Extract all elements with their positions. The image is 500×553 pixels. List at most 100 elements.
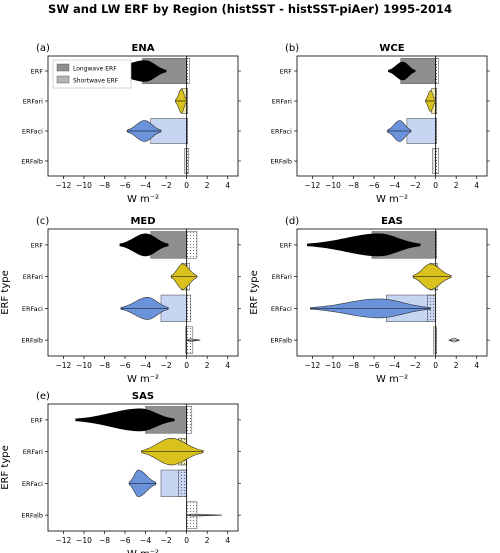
x-tick-label: −12 — [304, 361, 320, 370]
y-tick-label: ERF — [31, 68, 44, 76]
x-tick-label: −6 — [119, 536, 130, 545]
y-tick-label: ERFaci — [22, 305, 43, 313]
legend-swatch-shortwave — [56, 75, 70, 84]
y-tick-label: ERFalb — [21, 512, 43, 520]
x-tick-label: 4 — [225, 181, 230, 190]
shortwave-bar-erfalb — [432, 148, 436, 174]
shortwave-bar-erfaci — [406, 118, 436, 144]
y-tick-label: ERFari — [272, 273, 292, 281]
x-axis-label: W m⁻² — [376, 374, 408, 385]
y-tick-label: ERFalb — [270, 337, 292, 345]
x-tick-label: 2 — [454, 361, 459, 370]
x-tick-label: −6 — [119, 361, 130, 370]
panel-label: (a) — [36, 43, 50, 54]
x-tick-label: 4 — [474, 361, 479, 370]
legend-label-shortwave: Shortwave ERF — [73, 78, 119, 85]
y-tick-label: ERFari — [23, 448, 43, 456]
longwave-bar-erfalb — [435, 148, 439, 174]
longwave-bar-erf — [186, 231, 198, 259]
x-tick-label: −2 — [161, 536, 172, 545]
y-axis-label: ERF type — [0, 445, 11, 490]
legend-label-longwave: Longwave ERF — [73, 66, 117, 73]
x-tick-label: 2 — [205, 181, 210, 190]
y-tick-label: ERFari — [23, 273, 43, 281]
y-tick-label: ERF — [31, 241, 44, 249]
x-tick-label: −12 — [55, 361, 71, 370]
x-tick-label: 2 — [454, 181, 459, 190]
panel-title: EAS — [381, 216, 403, 227]
panel-sas: −12 −10 −8 −6 −4 −2 0 2 4 ERF ERFari ERFaci ERFalb (e… — [0, 391, 241, 553]
x-tick-label: −12 — [304, 181, 320, 190]
y-axis-label: ERF type — [0, 270, 11, 315]
y-tick-label: ERFaci — [22, 128, 43, 136]
x-tick-label: −8 — [99, 181, 110, 190]
x-tick-label: 2 — [205, 536, 210, 545]
axes-frame — [47, 403, 239, 532]
x-tick-label: −8 — [99, 536, 110, 545]
panel-label: (e) — [36, 391, 50, 402]
x-tick-label: −4 — [389, 361, 400, 370]
x-tick-label: 0 — [184, 536, 189, 545]
y-tick-label: ERFari — [272, 98, 292, 106]
x-axis-label: W m⁻² — [376, 194, 408, 205]
x-axis-label: W m⁻² — [127, 549, 159, 553]
panel-label: (b) — [285, 43, 299, 54]
y-tick-label: ERF — [280, 241, 293, 249]
panel-wce: −12 −10 −8 −6 −4 −2 0 2 4 ERF ERFari ERFaci ERFalb (b… — [270, 43, 490, 205]
panel-title: ENA — [132, 43, 155, 54]
x-tick-label: −10 — [325, 361, 341, 370]
axes-frame — [296, 55, 488, 177]
x-tick-label: −6 — [119, 181, 130, 190]
panel-title: SAS — [132, 391, 154, 402]
x-tick-label: −10 — [76, 361, 92, 370]
panel-eas: −12 −10 −8 −6 −4 −2 0 2 4 ERF ERFari ERFaci ERFalb (d… — [249, 216, 490, 385]
longwave-bar-erfaci — [186, 294, 192, 322]
panel-med: −12 −10 −8 −6 −4 −2 0 2 4 ERF ERFari ERFaci ERFalb (c… — [0, 216, 241, 385]
x-tick-label: −12 — [55, 181, 71, 190]
longwave-bar-erf — [186, 406, 193, 434]
x-tick-label: −12 — [55, 536, 71, 545]
x-tick-label: 0 — [433, 361, 438, 370]
x-tick-label: 4 — [474, 181, 479, 190]
y-axis-label: ERF type — [249, 270, 260, 315]
x-tick-label: −10 — [325, 181, 341, 190]
x-tick-label: 0 — [433, 181, 438, 190]
panel-label: (d) — [285, 216, 299, 227]
y-tick-label: ERFalb — [270, 158, 292, 166]
shortwave-bar-erfaci — [150, 118, 187, 144]
x-tick-label: −4 — [140, 361, 151, 370]
x-tick-label: −6 — [368, 181, 379, 190]
x-tick-label: −2 — [161, 181, 172, 190]
panel-title: MED — [130, 216, 155, 227]
legend-swatch-longwave — [56, 63, 70, 72]
x-tick-label: 4 — [225, 361, 230, 370]
x-tick-label: −8 — [348, 181, 359, 190]
x-tick-label: 0 — [184, 361, 189, 370]
x-tick-label: −4 — [389, 181, 400, 190]
y-tick-label: ERFari — [23, 98, 43, 106]
x-tick-label: −10 — [76, 536, 92, 545]
longwave-bar-erf — [186, 58, 190, 84]
x-tick-label: −4 — [140, 536, 151, 545]
x-tick-label: 0 — [184, 181, 189, 190]
figure-title: SW and LW ERF by Region (histSST - histS… — [48, 2, 452, 16]
x-tick-label: −2 — [161, 361, 172, 370]
y-tick-label: ERF — [31, 416, 44, 424]
x-tick-label: 4 — [225, 536, 230, 545]
y-tick-label: ERF — [280, 68, 293, 76]
x-tick-label: −10 — [76, 181, 92, 190]
x-tick-label: −2 — [410, 361, 421, 370]
panel-label: (c) — [36, 216, 49, 227]
longwave-bar-erfaci — [178, 469, 187, 497]
y-tick-label: ERFalb — [21, 158, 43, 166]
y-tick-label: ERFaci — [22, 480, 43, 488]
x-tick-label: −2 — [410, 181, 421, 190]
x-tick-label: −8 — [99, 361, 110, 370]
x-tick-label: −4 — [140, 181, 151, 190]
panel-title: WCE — [379, 43, 404, 54]
x-axis-label: W m⁻² — [127, 374, 159, 385]
y-tick-label: ERFalb — [21, 337, 43, 345]
x-tick-label: 2 — [205, 361, 210, 370]
y-tick-label: ERFaci — [271, 128, 292, 136]
